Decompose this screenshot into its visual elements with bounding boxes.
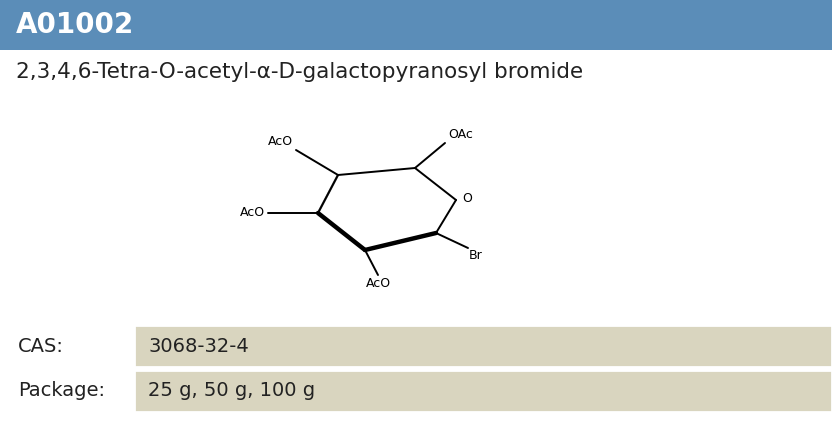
Text: O: O [462, 193, 472, 206]
Text: Package:: Package: [18, 381, 105, 401]
Text: AcO: AcO [365, 277, 390, 290]
Text: Br: Br [469, 249, 483, 262]
Text: 2,3,4,6-Tetra-O-acetyl-α-D-galactopyranosyl bromide: 2,3,4,6-Tetra-O-acetyl-α-D-galactopyrano… [16, 62, 583, 82]
Text: 25 g, 50 g, 100 g: 25 g, 50 g, 100 g [148, 381, 315, 401]
Text: CAS:: CAS: [18, 336, 64, 355]
Bar [134, 370, 832, 412]
Text: 3068-32-4: 3068-32-4 [148, 336, 249, 355]
Bar [134, 325, 832, 367]
Text: OAc: OAc [448, 128, 473, 141]
Text: AcO: AcO [268, 135, 293, 148]
Text: A01002: A01002 [16, 11, 134, 39]
Text: AcO: AcO [240, 207, 265, 220]
Bar [0, 0, 832, 50]
